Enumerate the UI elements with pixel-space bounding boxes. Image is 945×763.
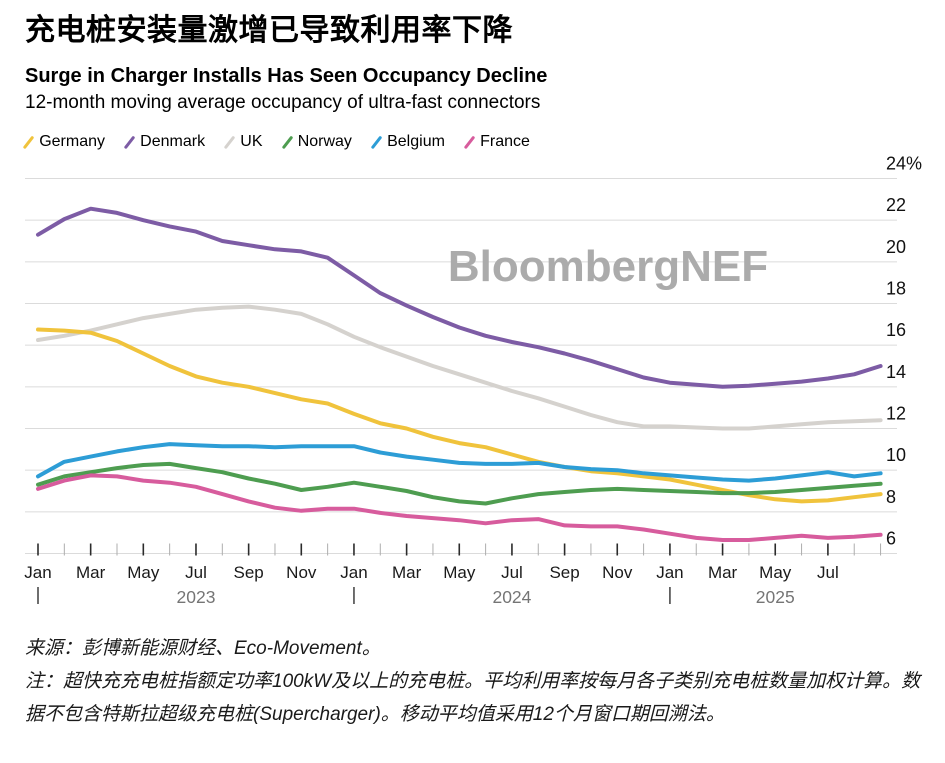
series-line-germany — [36, 327, 883, 504]
series-line-denmark — [36, 206, 883, 389]
legend-label: Denmark — [140, 133, 206, 150]
legend-label: Norway — [297, 133, 352, 150]
x-axis-label-2023-05: May — [127, 563, 160, 582]
legend-item-france: France — [463, 133, 530, 151]
x-axis-label-2023-09: Sep — [234, 563, 264, 582]
y-axis-label-18: 18 — [886, 278, 906, 298]
x-axis-label-2024-05: May — [443, 563, 476, 582]
x-axis-label-2025-05: May — [759, 563, 792, 582]
legend-item-norway: Norway — [281, 133, 352, 151]
legend-item-germany: Germany — [22, 133, 105, 151]
year-label-2023: 2023 — [177, 587, 216, 607]
chart-subtitle: 12-month moving average occupancy of ult… — [25, 92, 541, 113]
x-axis-label-2024-09: Sep — [549, 563, 579, 582]
x-axis-label-2024-07: Jul — [501, 563, 523, 582]
x-axis-label-2025-03: Mar — [708, 563, 738, 582]
y-axis-label-20: 20 — [886, 237, 906, 257]
series-line-france — [36, 473, 883, 542]
legend-item-uk: UK — [223, 133, 263, 151]
legend-label: Germany — [39, 133, 105, 150]
x-axis-label-2025-01: Jan — [656, 563, 683, 582]
series-line-belgium — [36, 442, 883, 483]
y-axis-label-14: 14 — [886, 362, 906, 382]
legend-label: Belgium — [387, 133, 445, 150]
page-title-chinese: 充电桩安装量激增已导致利用率下降 — [25, 14, 513, 47]
year-label-2024: 2024 — [492, 587, 531, 607]
y-axis-label-22: 22 — [886, 195, 906, 215]
x-axis-label-2023-07: Jul — [185, 563, 207, 582]
year-label-2025: 2025 — [756, 587, 795, 607]
y-axis-label-6: 6 — [886, 528, 896, 548]
y-axis-label-24: 24% — [886, 154, 922, 174]
note-line: 注：超快充充电桩指额定功率100kW及以上的充电桩。平均利用率按每月各子类别充电… — [25, 671, 921, 725]
series-line-norway — [36, 461, 883, 506]
series-line-uk — [36, 304, 883, 431]
chart-title: Surge in Charger Installs Has Seen Occup… — [25, 65, 548, 87]
x-axis-label-2024-01: Jan — [340, 563, 367, 582]
legend-item-belgium: Belgium — [370, 133, 445, 151]
y-axis-label-12: 12 — [886, 403, 906, 423]
x-axis-label-2023-01: Jan — [24, 563, 51, 582]
legend-label: France — [480, 133, 530, 150]
chart-legend: Germany Denmark UK Norway Belgium France — [22, 133, 530, 151]
chart-footnote: 来源：彭博新能源财经、Eco-Movement。 注：超快充充电桩指额定功率10… — [25, 632, 927, 731]
x-axis-label-2025-07: Jul — [817, 563, 839, 582]
bloombergnef-watermark: BloombergNEF — [448, 242, 768, 291]
x-axis-label-2023-03: Mar — [76, 563, 106, 582]
y-axis-label-10: 10 — [886, 445, 906, 465]
x-axis-label-2024-11: Nov — [602, 563, 633, 582]
x-axis-label-2023-11: Nov — [286, 563, 317, 582]
source-line: 来源：彭博新能源财经、Eco-Movement。 — [25, 638, 381, 659]
legend-item-denmark: Denmark — [123, 133, 206, 151]
x-axis-label-2024-03: Mar — [392, 563, 422, 582]
y-axis-label-16: 16 — [886, 320, 906, 340]
legend-label: UK — [240, 133, 263, 150]
occupancy-line-chart: 24% 22 20 18 16 14 12 10 8 6 BloombergNEF Jan Mar May… — [24, 154, 922, 608]
y-axis-label-8: 8 — [886, 487, 896, 507]
